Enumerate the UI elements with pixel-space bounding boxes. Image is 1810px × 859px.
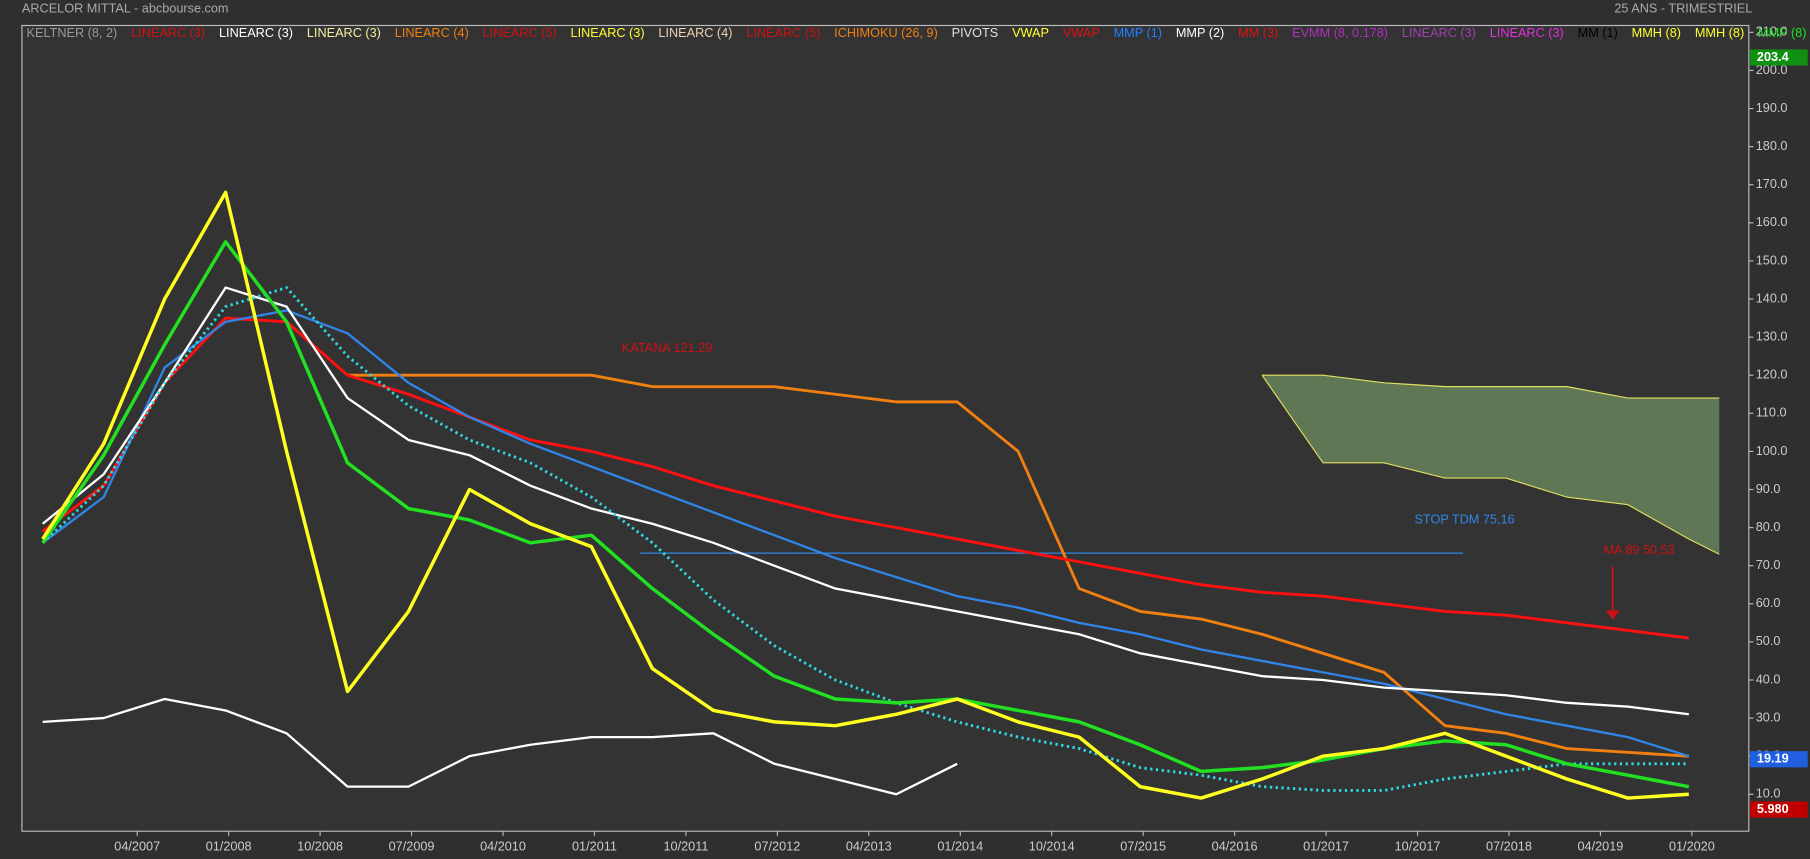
- x-tick-label: 01/2008: [206, 840, 252, 854]
- series-line: [41, 286, 1689, 716]
- y-tick-label: 70.0: [1756, 558, 1781, 572]
- y-tick-label: 160.0: [1756, 215, 1788, 229]
- y-tick-label: 200.0: [1756, 63, 1788, 77]
- x-tick-label: 04/2013: [846, 840, 892, 854]
- price-tag-label: 5.980: [1757, 802, 1789, 816]
- legend-entry: LINEARC (5): [746, 26, 820, 40]
- series-line: [347, 373, 1689, 758]
- y-tick-label: 180.0: [1756, 139, 1788, 153]
- legend-entry: LINEARC (5): [483, 26, 557, 40]
- y-tick-label: 140.0: [1756, 291, 1788, 305]
- y-tick-label: 30.0: [1756, 710, 1781, 724]
- ichimoku-cloud: [1262, 375, 1720, 555]
- y-tick-label: 100.0: [1756, 444, 1788, 458]
- legend-entry: LINEARC (4): [395, 26, 469, 40]
- y-tick-label: 50.0: [1756, 634, 1781, 648]
- plot: [41, 190, 1720, 800]
- legend-entry: LINEARC (3): [1402, 26, 1476, 40]
- x-tick-label: 07/2012: [754, 840, 800, 854]
- series-line: [41, 316, 1690, 640]
- x-tick-label: 07/2018: [1486, 840, 1532, 854]
- y-tick-label: 130.0: [1756, 329, 1788, 343]
- y-tick-label: 110.0: [1756, 406, 1787, 420]
- cloud-edge: [1262, 374, 1720, 399]
- series-line: [41, 286, 1689, 792]
- x-tick-label: 04/2010: [480, 840, 526, 854]
- x-tick-label: 04/2007: [114, 840, 160, 854]
- legend-entry: MMP (1): [1114, 26, 1162, 40]
- x-tick-label: 01/2020: [1669, 840, 1715, 854]
- x-tick-label: 10/2011: [663, 840, 708, 854]
- legend-entry: VWAP: [1012, 26, 1049, 40]
- x-tick-label: 04/2016: [1212, 840, 1258, 854]
- x-tick-label: 01/2011: [572, 840, 617, 854]
- y-tick-label: 10.0: [1756, 787, 1781, 801]
- legend-entry: LINEARC (3): [307, 26, 381, 40]
- cloud-edge: [1261, 374, 1720, 555]
- legend-entry: MMH (8): [1695, 26, 1744, 40]
- x-tick-label: 10/2008: [297, 840, 343, 854]
- legend-entry: MM (3): [1238, 26, 1278, 40]
- y-tick-label: 170.0: [1756, 177, 1788, 191]
- y-tick-label: 90.0: [1756, 482, 1781, 496]
- price-tag: [1749, 49, 1808, 66]
- y-tick-label: 120.0: [1756, 368, 1788, 382]
- price-tag-label: 203.4: [1757, 50, 1789, 64]
- x-tick-label: 10/2017: [1395, 840, 1441, 854]
- price-tag: [1749, 751, 1808, 768]
- annotation: KATANA 121.29: [622, 341, 713, 355]
- chart-subtitle: 25 ANS - TRIMESTRIEL: [1614, 2, 1752, 16]
- price-tag-label: 19.19: [1757, 752, 1789, 766]
- x-tick-label: 07/2015: [1120, 840, 1166, 854]
- series-line: [41, 240, 1690, 789]
- legend-entry: LINEARC (3): [1490, 26, 1564, 40]
- series-line: [41, 190, 1689, 800]
- legend-entry: LINEARC (3): [131, 26, 205, 40]
- legend-entry: MMP (2): [1176, 26, 1224, 40]
- x-tick-label: 07/2009: [389, 840, 435, 854]
- legend-entry: PIVOTS: [952, 26, 999, 40]
- legend-entry: LINEARC (3): [571, 26, 645, 40]
- x-tick-label: 01/2017: [1303, 840, 1349, 854]
- x-tick-label: 10/2014: [1029, 840, 1075, 854]
- annotation: MA 89 50,53: [1603, 543, 1674, 557]
- legend-entry: KELTNER (8, 2): [27, 26, 118, 40]
- price-tag: [1749, 801, 1808, 818]
- x-tick-label: 04/2019: [1577, 840, 1623, 854]
- annotation: STOP TDM 75,16: [1414, 512, 1514, 526]
- x-tick-label: 01/2014: [937, 840, 983, 854]
- chart-title: ARCELOR MITTAL - abcbourse.com: [22, 2, 229, 16]
- legend-entry: EVMM (8, 0.178): [1292, 26, 1388, 40]
- y-tick-label: 210.0: [1756, 25, 1788, 39]
- arrow-head: [1605, 610, 1620, 620]
- y-tick-label: 40.0: [1756, 672, 1781, 686]
- legend-entry: MMH (8): [1632, 26, 1681, 40]
- series-line: [42, 697, 958, 796]
- legend-entry: ICHIMOKU (26, 9): [834, 26, 938, 40]
- y-tick-label: 190.0: [1756, 101, 1788, 115]
- legend-entry: LINEARC (3): [219, 26, 293, 40]
- legend-entry: LINEARC (4): [658, 26, 732, 40]
- y-tick-label: 80.0: [1756, 520, 1781, 534]
- legend-entry: MMP (8): [1758, 26, 1806, 40]
- y-tick-label: 60.0: [1756, 596, 1781, 610]
- legend-entry: MM (1): [1578, 26, 1618, 40]
- legend-entry: VWAP: [1063, 26, 1100, 40]
- y-tick-label: 150.0: [1756, 253, 1788, 267]
